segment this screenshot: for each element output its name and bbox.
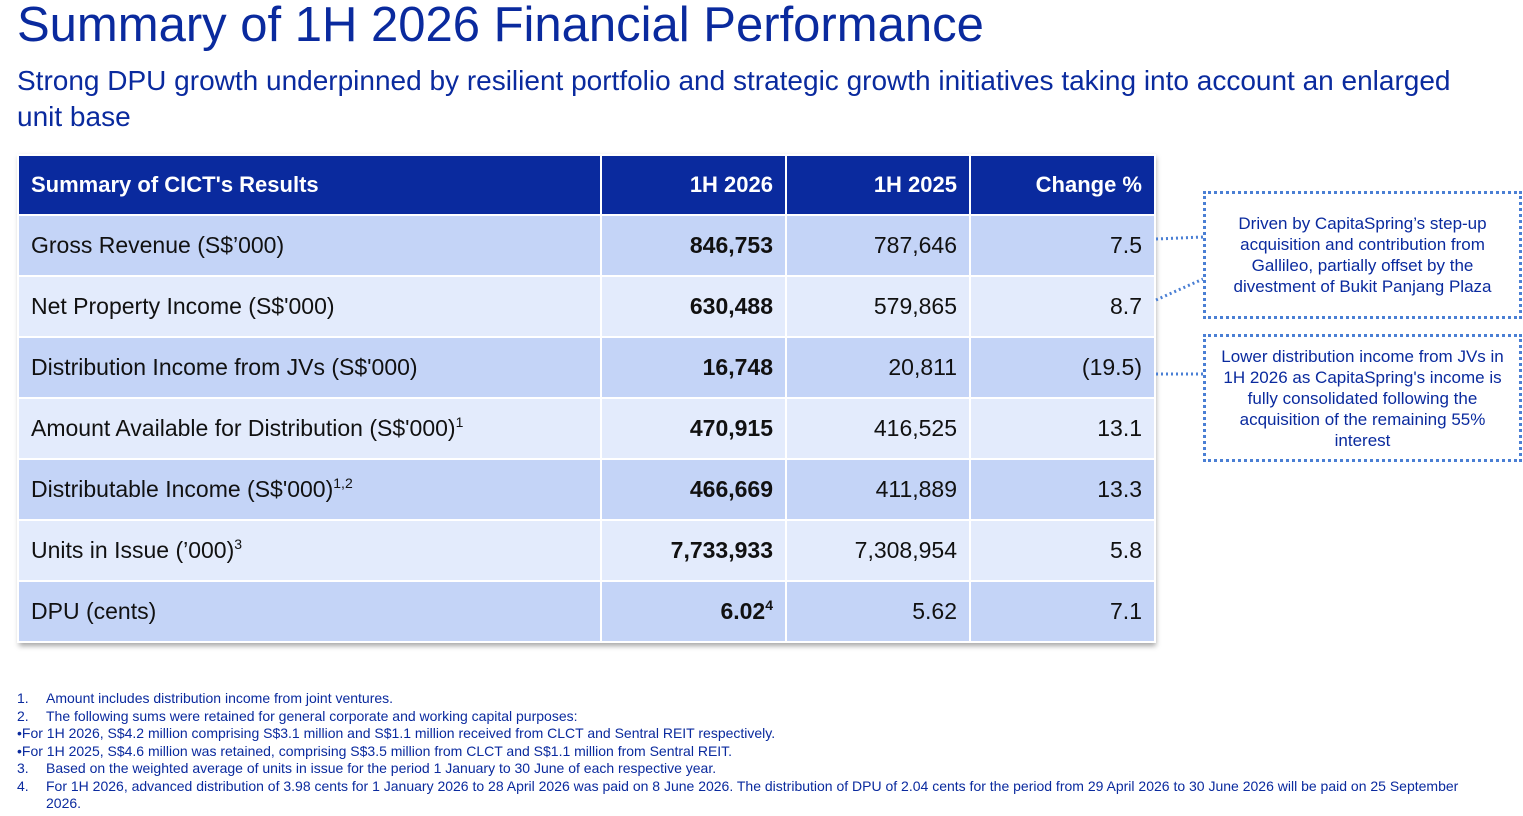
bullet-mark: •	[17, 742, 22, 759]
table-row: Units in Issue (’000)3 7,733,933 7,308,9…	[17, 519, 1156, 582]
page-title: Summary of 1H 2026 Financial Performance	[17, 0, 984, 52]
callout-revenue-npi: Driven by CapitaSpring’s step-up acquisi…	[1203, 191, 1522, 319]
row-label: Units in Issue (’000)3	[17, 519, 602, 582]
connector-line-revenue	[1155, 235, 1204, 241]
results-table: Summary of CICT's Results 1H 2026 1H 202…	[17, 154, 1156, 643]
value-1h-2025: 579,865	[785, 275, 971, 338]
footnote-number: 4.	[17, 777, 29, 794]
row-label: Gross Revenue (S$’000)	[17, 214, 602, 277]
footnote-ref: 1	[455, 414, 464, 430]
footnote-text: The following sums were retained for gen…	[46, 707, 578, 724]
callout-text: Driven by CapitaSpring’s step-up acquisi…	[1233, 214, 1492, 296]
table-row: Amount Available for Distribution (S$'00…	[17, 397, 1156, 460]
value-1h-2026: 6.024	[600, 580, 787, 643]
row-label: DPU (cents)	[17, 580, 602, 643]
value-change: 13.3	[969, 458, 1156, 521]
footnote-item: 3. Based on the weighted average of unit…	[17, 760, 1497, 778]
value-1h-2025: 20,811	[785, 336, 971, 399]
value-1h-2026: 16,748	[600, 336, 787, 399]
footnote-item: 4. For 1H 2026, advanced distribution of…	[17, 778, 1497, 813]
results-table-container: Summary of CICT's Results 1H 2026 1H 202…	[17, 154, 1156, 643]
footnote-bullet-text: For 1H 2025, S$4.6 million was retained,…	[21, 742, 733, 759]
value-change: 7.5	[969, 214, 1156, 277]
value-1h-2025: 416,525	[785, 397, 971, 460]
value-1h-2025: 411,889	[785, 458, 971, 521]
footnote-item: 2. The following sums were retained for …	[17, 708, 1497, 726]
page-subtitle: Strong DPU growth underpinned by resilie…	[17, 65, 1451, 132]
footnote-text: Amount includes distribution income from…	[46, 690, 394, 706]
footnote-number: 1.	[17, 690, 29, 706]
value-1h-2025: 7,308,954	[785, 519, 971, 582]
footnote-ref: 3	[234, 536, 243, 552]
footnote-number: 2.	[17, 707, 29, 724]
footnote-ref: 1,2	[333, 475, 353, 491]
footnote-text: For 1H 2026, advanced distribution of 3.…	[46, 777, 1459, 812]
column-header-change: Change %	[969, 154, 1156, 216]
table-row: Gross Revenue (S$’000) 846,753 787,646 7…	[17, 214, 1156, 277]
column-header-1h-2025: 1H 2025	[785, 154, 971, 216]
footnote-item: 1. Amount includes distribution income f…	[17, 690, 1497, 708]
column-header-metric: Summary of CICT's Results	[17, 154, 602, 216]
footnote-bullet-text: For 1H 2026, S$4.2 million comprising S$…	[21, 725, 776, 741]
callout-text: Lower distribution income from JVs in 1H…	[1221, 346, 1504, 450]
value-change: 5.8	[969, 519, 1156, 582]
row-label: Net Property Income (S$'000)	[17, 275, 602, 338]
value-change: 13.1	[969, 397, 1156, 460]
value-1h-2026: 7,733,933	[600, 519, 787, 582]
value-1h-2026: 466,669	[600, 458, 787, 521]
table-row: Distribution Income from JVs (S$'000) 16…	[17, 336, 1156, 399]
table-row: Distributable Income (S$'000)1,2 466,669…	[17, 458, 1156, 521]
value-change: 8.7	[969, 275, 1156, 338]
value-change: 7.1	[969, 580, 1156, 643]
column-header-1h-2026: 1H 2026	[600, 154, 787, 216]
row-label: Amount Available for Distribution (S$'00…	[17, 397, 602, 460]
value-1h-2025: 787,646	[785, 214, 971, 277]
footnote-text: Based on the weighted average of units i…	[46, 760, 717, 776]
value-change: (19.5)	[969, 336, 1156, 399]
footnote-ref: 4	[765, 597, 773, 613]
footnotes: 1. Amount includes distribution income f…	[17, 690, 1497, 813]
value-1h-2026: 846,753	[600, 214, 787, 277]
value-1h-2026: 470,915	[600, 397, 787, 460]
connector-line-npi	[1155, 277, 1204, 302]
footnote-bullet: • For 1H 2026, S$4.2 million comprising …	[17, 725, 1497, 743]
value-1h-2025: 5.62	[785, 580, 971, 643]
row-label: Distribution Income from JVs (S$'000)	[17, 336, 602, 399]
footnote-bullet: • For 1H 2025, S$4.6 million was retaine…	[17, 743, 1497, 761]
table-row: DPU (cents) 6.024 5.62 7.1	[17, 580, 1156, 643]
value-1h-2026: 630,488	[600, 275, 787, 338]
bullet-mark: •	[17, 725, 22, 741]
callout-jv-income: Lower distribution income from JVs in 1H…	[1203, 334, 1522, 462]
table-header-row: Summary of CICT's Results 1H 2026 1H 202…	[17, 154, 1156, 216]
row-label: Distributable Income (S$'000)1,2	[17, 458, 602, 521]
footnote-number: 3.	[17, 760, 29, 776]
table-row: Net Property Income (S$'000) 630,488 579…	[17, 275, 1156, 338]
